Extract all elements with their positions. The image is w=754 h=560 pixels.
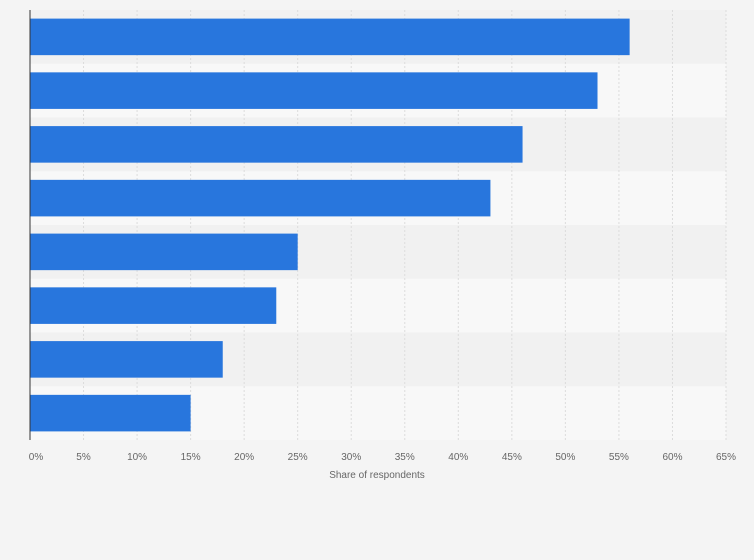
x-tick-labels: 0% 5% 10% 15% 20% 25% 30% 35% 40% 45% 50% 55% 60% 65% <box>29 452 736 463</box>
x-tick-label: 25% <box>288 452 308 463</box>
x-tick-label: 50% <box>555 452 575 463</box>
x-tick-label: 30% <box>341 452 361 463</box>
x-tick-label: 15% <box>181 452 201 463</box>
bar <box>30 72 598 109</box>
x-tick-label: 45% <box>502 452 522 463</box>
x-tick-label: 60% <box>662 452 682 463</box>
x-axis-title: Share of respondents <box>329 470 425 481</box>
x-tick-label: 0% <box>29 452 44 463</box>
bar <box>30 18 630 56</box>
x-tick-label: 20% <box>234 452 254 463</box>
bar <box>30 179 491 217</box>
bar <box>30 233 298 271</box>
x-tick-label: 10% <box>127 452 147 463</box>
bar <box>30 126 523 163</box>
x-tick-label: 35% <box>395 452 415 463</box>
x-tick-label: 5% <box>76 452 91 463</box>
bar <box>30 394 191 432</box>
bars <box>30 18 630 432</box>
x-tick-label: 55% <box>609 452 629 463</box>
x-tick-label: 40% <box>448 452 468 463</box>
x-tick-label: 65% <box>716 452 736 463</box>
bar <box>30 341 223 378</box>
bar <box>30 287 277 324</box>
